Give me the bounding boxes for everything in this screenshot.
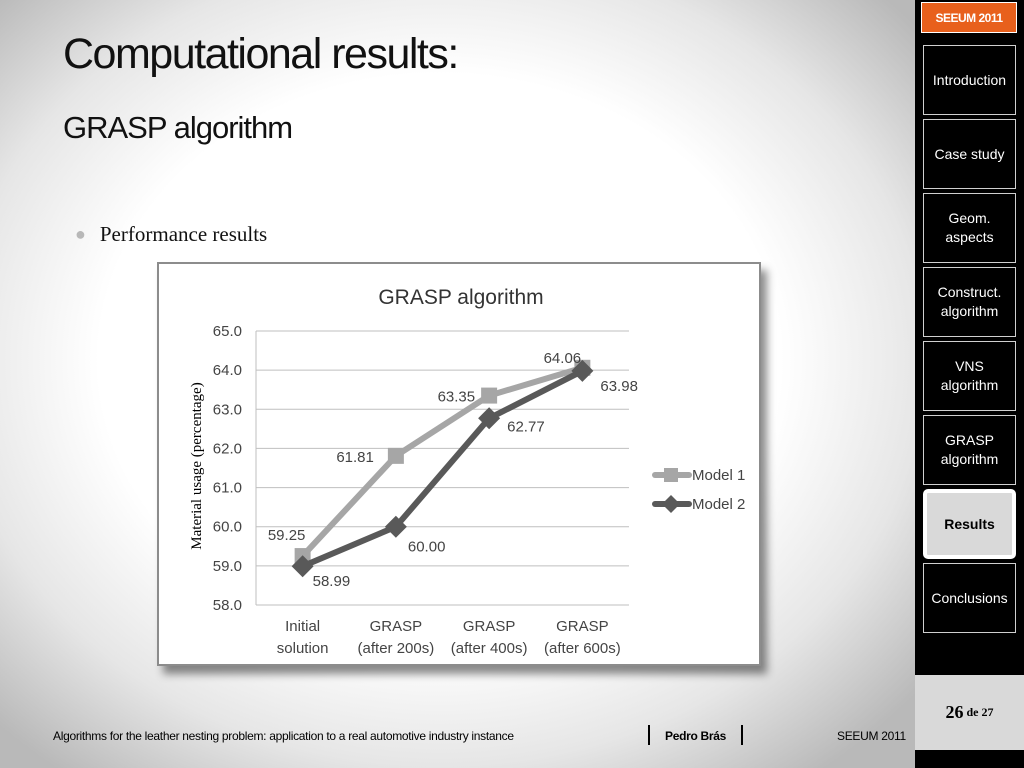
x-tick-label: GRASP [463,618,516,635]
chart-title: GRASP algorithm [378,286,543,309]
data-label: 61.81 [336,449,374,466]
page-of-label: de [966,705,979,719]
footer-paper-title: Algorithms for the leather nesting probl… [53,729,514,743]
x-tick-label: solution [277,640,329,657]
sidebar-item-introduction[interactable]: Introduction [923,45,1016,115]
sidebar-item-grasp-algorithm[interactable]: GRASP algorithm [923,415,1016,485]
y-tick-label: 62.0 [213,440,242,457]
x-tick-label: Initial [285,618,320,635]
legend-label: Model 1 [692,467,745,484]
sidebar-item-results[interactable]: Results [923,489,1016,559]
sidebar-item-construct-algorithm[interactable]: Construct. algorithm [923,267,1016,337]
footer-divider [648,725,650,745]
page-indicator: 26 de 27 [915,675,1024,750]
data-label: 58.99 [313,573,351,590]
bullet-dot-icon: ● [75,224,86,244]
bullet-text: Performance results [99,222,268,246]
data-point-diamond [571,359,594,382]
footer-divider [741,725,743,745]
legend-label: Model 2 [692,496,745,513]
series-line-model-2 [299,367,586,570]
sidebar-item-conclusions[interactable]: Conclusions [923,563,1016,633]
footer-event: SEEUM 2011 [837,729,906,743]
data-label: 63.98 [600,378,638,395]
x-tick-label: (after 400s) [451,640,528,657]
event-logo-badge: SEEUM 2011 [921,2,1017,33]
y-tick-label: 58.0 [213,597,242,614]
y-tick-label: 63.0 [213,401,242,418]
x-tick-label: GRASP [370,618,423,635]
x-tick-label: (after 600s) [544,640,621,657]
slide-title: Computational results: [63,30,459,78]
y-tick-label: 60.0 [213,519,242,536]
data-point-square [387,447,404,464]
y-tick-label: 61.0 [213,480,242,497]
footer-author: Pedro Brás [665,729,727,743]
x-tick-label: GRASP [556,618,609,635]
chart-container: GRASP algorithm 65.0 64.0 63.0 62.0 61.0 60.0 5… [157,262,761,666]
sidebar-item-geom-aspects[interactable]: Geom. aspects [923,193,1016,263]
bullet-item: ● Performance results [75,222,267,247]
y-tick-label: 65.0 [213,323,242,340]
line-chart: GRASP algorithm 65.0 64.0 63.0 62.0 61.0 60.0 5… [189,286,745,657]
data-point-diamond [291,555,314,578]
sidebar-item-vns-algorithm[interactable]: VNS algorithm [923,341,1016,411]
data-label: 63.35 [438,389,476,406]
slide-subtitle: GRASP algorithm [63,110,293,145]
data-label: 59.25 [268,527,306,544]
sidebar-item-case-study[interactable]: Case study [923,119,1016,189]
series-line-model-1 [299,364,586,560]
y-axis-label: Material usage (percentage) [189,382,205,549]
data-label: 62.77 [507,418,545,435]
x-tick-label: (after 200s) [358,640,435,657]
page-total: 27 [981,705,994,719]
sidebar [915,0,1024,768]
data-point-diamond [384,515,407,538]
data-label: 64.06 [544,350,582,367]
data-point-square [481,387,498,404]
y-tick-label: 64.0 [213,362,242,379]
data-label: 60.00 [408,539,446,556]
page-current: 26 [945,702,964,722]
legend-marker-square [664,468,678,482]
y-tick-label: 59.0 [213,558,242,575]
data-point-diamond [478,407,501,430]
legend-marker-diamond [662,495,680,513]
